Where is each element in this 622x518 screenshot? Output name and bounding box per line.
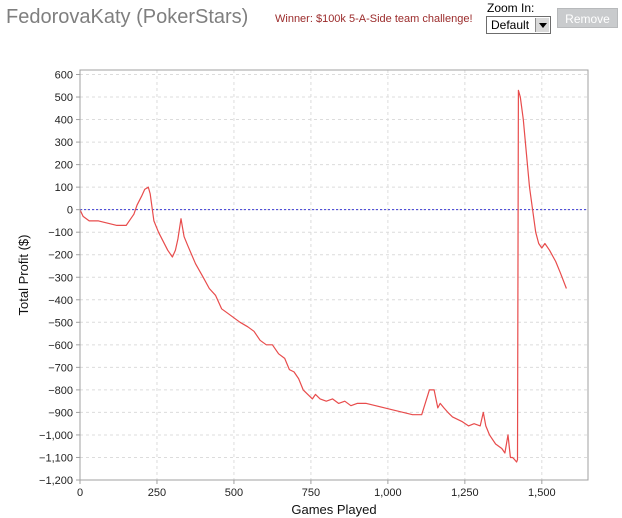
x-tick-label: 1,250 — [451, 487, 479, 499]
y-tick-label: −500 — [48, 317, 73, 329]
y-tick-label: 100 — [55, 182, 73, 194]
zoom-select[interactable]: Default — [486, 16, 551, 34]
player-name: FedorovaKaty (PokerStars) — [6, 6, 249, 28]
axis-ticks: 600 500 400 300 200 100 0 −100 −200 −300 −400 −500 −… — [39, 70, 556, 499]
y-tick-label: 400 — [55, 115, 73, 127]
y-tick-label: −1,200 — [39, 475, 73, 487]
y-tick-label: −1,100 — [39, 452, 73, 464]
award-text: Winner: $100k 5-A-Side team challenge! — [275, 13, 473, 25]
x-tick-label: 750 — [302, 487, 320, 499]
y-tick-label: −1,000 — [39, 430, 73, 442]
plot-area — [80, 70, 588, 480]
x-tick-label: 1,000 — [374, 487, 402, 499]
zoom-selected-value: Default — [491, 18, 530, 32]
chevron-down-icon[interactable] — [535, 18, 549, 32]
y-tick-label: 300 — [55, 137, 73, 149]
y-tick-label: −700 — [48, 362, 73, 374]
y-tick-label: 600 — [55, 70, 73, 82]
y-tick-label: −900 — [48, 407, 73, 419]
profit-chart: 600 500 400 300 200 100 0 −100 −200 −300 −400 −500 −… — [16, 69, 589, 517]
header: FedorovaKaty (PokerStars) Winner: $100k … — [0, 0, 622, 40]
x-tick-label: 250 — [148, 487, 166, 499]
remove-button[interactable]: Remove — [557, 8, 618, 28]
y-tick-label: 0 — [67, 205, 73, 217]
y-tick-label: −600 — [48, 340, 73, 352]
zoom-label: Zoom In: — [487, 1, 535, 15]
y-tick-label: −300 — [48, 272, 73, 284]
y-tick-label: 500 — [55, 92, 73, 104]
y-tick-label: −400 — [48, 295, 73, 307]
y-tick-label: −800 — [48, 385, 73, 397]
x-tick-label: 0 — [77, 487, 83, 499]
x-axis-label: Games Played — [291, 502, 376, 517]
plot-border — [79, 69, 589, 481]
profit-series-line — [79, 89, 567, 463]
x-tick-label: 500 — [225, 487, 243, 499]
y-tick-label: 200 — [55, 160, 73, 172]
y-axis-label: Total Profit ($) — [16, 235, 31, 316]
y-tick-label: −100 — [48, 227, 73, 239]
x-tick-label: 1,500 — [528, 487, 556, 499]
y-tick-label: −200 — [48, 250, 73, 262]
